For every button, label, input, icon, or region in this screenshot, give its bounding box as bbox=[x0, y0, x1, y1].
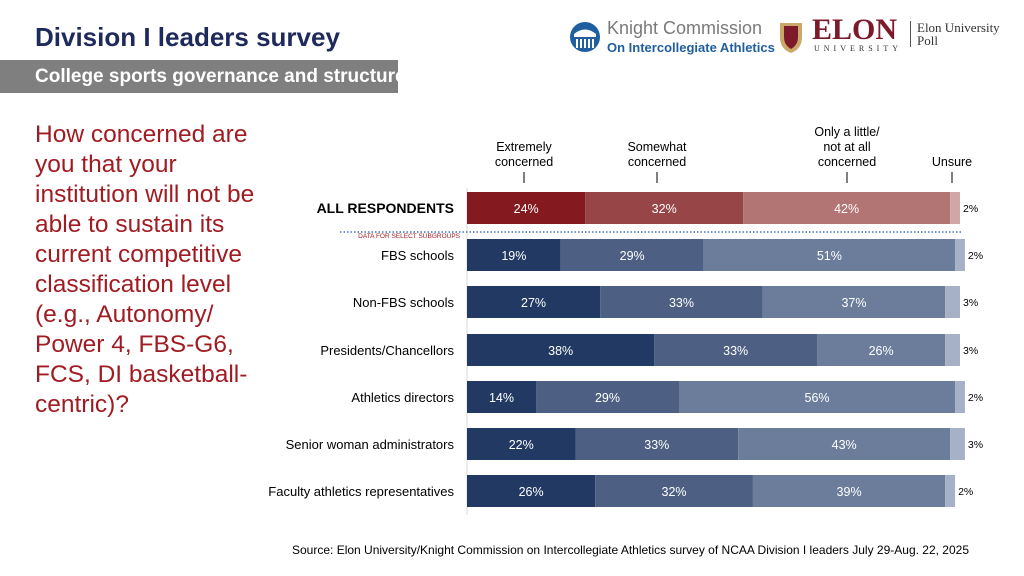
data-label: 26% bbox=[869, 344, 894, 358]
bar-segment bbox=[950, 192, 960, 224]
data-label: 33% bbox=[644, 438, 669, 452]
knight-logo-line1: Knight Commission bbox=[607, 18, 763, 38]
data-label: 43% bbox=[832, 438, 857, 452]
data-label: 32% bbox=[652, 202, 677, 216]
bar-segment bbox=[743, 192, 951, 224]
data-label: 56% bbox=[805, 391, 830, 405]
category-label: Senior woman administrators bbox=[286, 437, 455, 452]
divider-label: DATA FOR SELECT SUBGROUPS bbox=[358, 233, 461, 240]
bar-segment bbox=[955, 239, 965, 271]
elon-logo-word: ELON bbox=[812, 13, 898, 46]
elon-shield-icon bbox=[780, 23, 802, 53]
bar-segment bbox=[467, 381, 537, 413]
bar-segment bbox=[703, 239, 956, 271]
subtitle-bar bbox=[0, 60, 398, 93]
legend-label: Only a little/not at all concerned bbox=[814, 125, 880, 169]
category-label: Faculty athletics representatives bbox=[268, 484, 454, 499]
bar-segment bbox=[467, 286, 601, 318]
bar-segment bbox=[467, 475, 596, 507]
data-label: 22% bbox=[509, 438, 534, 452]
data-label: 37% bbox=[841, 296, 866, 310]
legend-label: Unsure bbox=[932, 155, 972, 169]
bar-segment bbox=[575, 428, 739, 460]
data-label: 33% bbox=[723, 344, 748, 358]
category-label: FBS schools bbox=[381, 248, 454, 263]
data-label: 19% bbox=[501, 249, 526, 263]
legend-label: Extremely concerned bbox=[495, 140, 553, 169]
bar-segment bbox=[536, 381, 679, 413]
bar-segment bbox=[752, 475, 946, 507]
legend-label: Somewhat concerned bbox=[627, 140, 687, 169]
bar-segment bbox=[738, 428, 951, 460]
category-label: ALL RESPONDENTS bbox=[317, 200, 454, 216]
bar-segment bbox=[945, 475, 956, 507]
category-label: Presidents/Chancellors bbox=[320, 343, 454, 358]
bar-segment bbox=[945, 286, 960, 318]
category-label: Non-FBS schools bbox=[353, 295, 455, 310]
data-label: 29% bbox=[595, 391, 620, 405]
knight-commission-logo-icon bbox=[570, 22, 600, 52]
page-subtitle: College sports governance and structure bbox=[35, 66, 406, 87]
data-label: 33% bbox=[669, 296, 694, 310]
elon-logo-university: UNIVERSITY bbox=[814, 44, 902, 53]
data-label: 32% bbox=[662, 485, 687, 499]
bar-segment bbox=[955, 381, 965, 413]
data-label: 2% bbox=[963, 203, 978, 215]
data-label: 2% bbox=[968, 250, 983, 262]
bar-segment bbox=[945, 334, 960, 366]
data-label: 27% bbox=[521, 296, 546, 310]
category-label: Athletics directors bbox=[351, 390, 454, 405]
bar-segment bbox=[817, 334, 946, 366]
data-label: 51% bbox=[817, 249, 842, 263]
bar-segment bbox=[600, 286, 763, 318]
data-label: 26% bbox=[519, 485, 544, 499]
survey-question: How concerned are you that your institut… bbox=[35, 121, 255, 418]
bar-segment bbox=[467, 428, 576, 460]
data-label: 14% bbox=[489, 391, 514, 405]
bar-segment bbox=[678, 381, 956, 413]
data-label: 2% bbox=[958, 486, 973, 498]
bar-segment bbox=[654, 334, 818, 366]
data-label: 2% bbox=[968, 392, 983, 404]
data-label: 42% bbox=[834, 202, 859, 216]
data-label: 3% bbox=[963, 297, 978, 309]
data-label: 38% bbox=[548, 344, 573, 358]
bar-segment bbox=[467, 334, 655, 366]
data-label: 39% bbox=[837, 485, 862, 499]
data-label: 24% bbox=[514, 202, 539, 216]
data-label: 3% bbox=[968, 439, 983, 451]
data-label: 3% bbox=[963, 345, 978, 357]
bar-segment bbox=[467, 239, 561, 271]
bar-segment bbox=[595, 475, 753, 507]
bar-segment bbox=[467, 192, 586, 224]
bar-segment bbox=[950, 428, 965, 460]
bar-segment bbox=[560, 239, 704, 271]
bar-segment bbox=[762, 286, 946, 318]
source-note: Source: Elon University/Knight Commissio… bbox=[292, 543, 969, 557]
elon-poll-label: Elon University Poll bbox=[910, 21, 1007, 47]
data-label: 29% bbox=[620, 249, 645, 263]
bar-segment bbox=[585, 192, 744, 224]
page-title: Division I leaders survey bbox=[35, 22, 340, 52]
knight-logo-line2: On Intercollegiate Athletics bbox=[607, 40, 775, 55]
